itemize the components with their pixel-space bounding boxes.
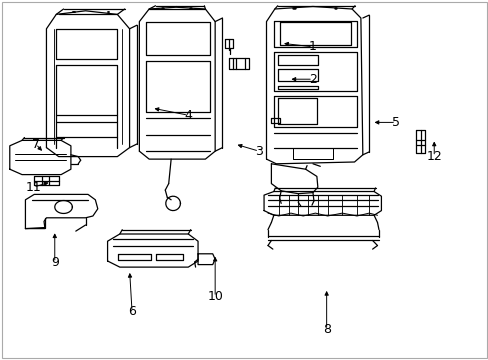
Text: 9: 9 bbox=[51, 256, 59, 269]
Text: 12: 12 bbox=[426, 150, 441, 163]
Text: 3: 3 bbox=[255, 145, 263, 158]
Text: 10: 10 bbox=[207, 291, 223, 303]
Text: 7: 7 bbox=[32, 138, 40, 150]
Text: 6: 6 bbox=[128, 305, 136, 318]
Text: 11: 11 bbox=[25, 181, 41, 194]
Text: 2: 2 bbox=[308, 73, 316, 86]
Text: 8: 8 bbox=[322, 323, 330, 336]
Text: 4: 4 bbox=[184, 109, 192, 122]
Text: 1: 1 bbox=[308, 40, 316, 53]
Text: 5: 5 bbox=[391, 116, 399, 129]
